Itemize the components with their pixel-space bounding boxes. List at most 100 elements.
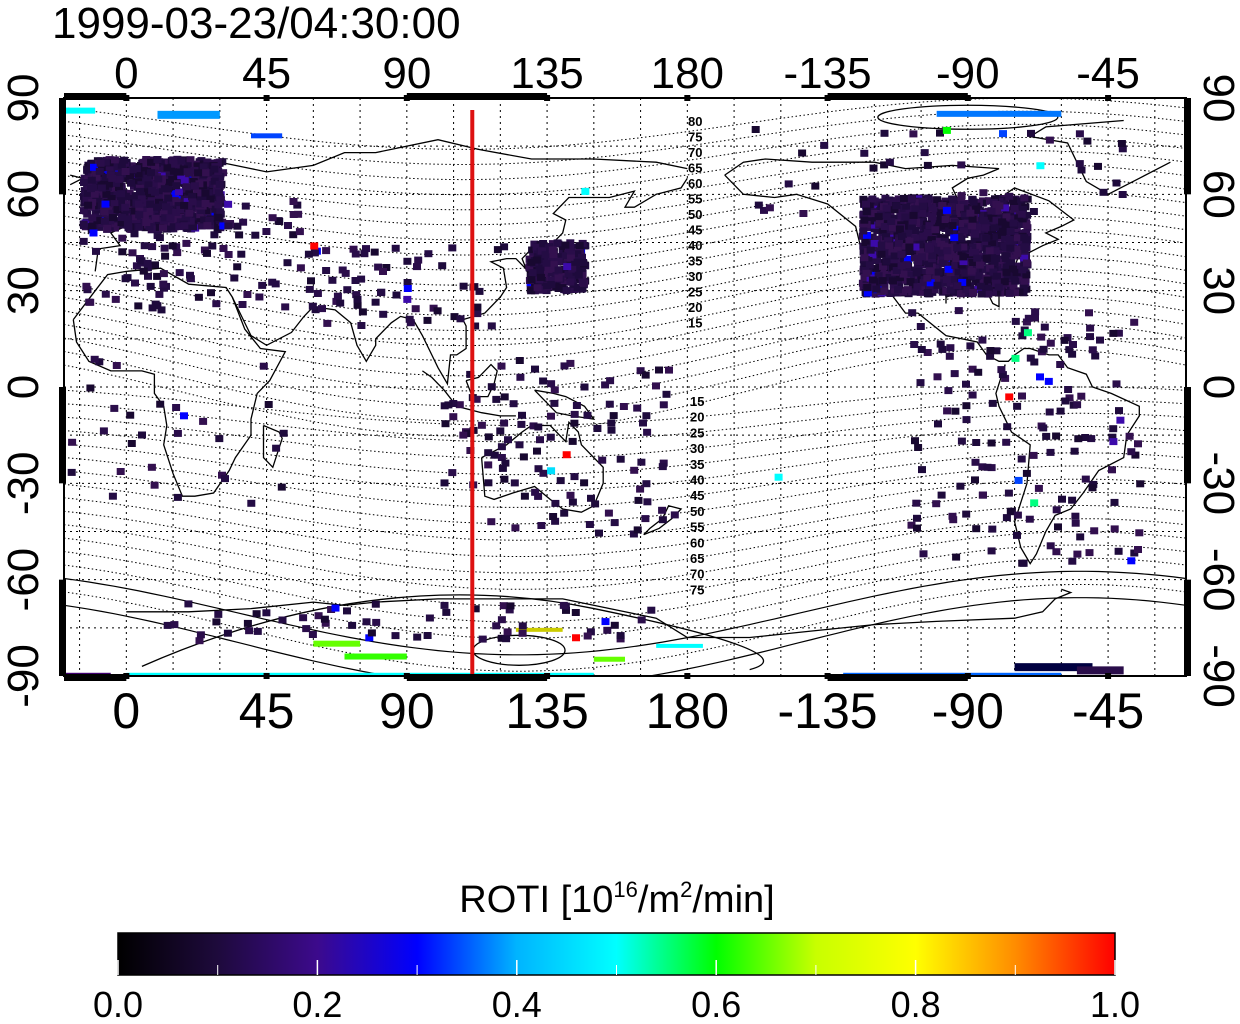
roti-pixel bbox=[1109, 438, 1118, 446]
roti-pixel bbox=[1085, 309, 1093, 317]
roti-pixel bbox=[906, 278, 915, 286]
roti-pixel bbox=[568, 265, 577, 273]
roti-pixel bbox=[861, 239, 870, 246]
roti-pixel bbox=[352, 291, 361, 299]
roti-pixel bbox=[942, 276, 951, 283]
bottom-axis-tick-label: 135 bbox=[505, 683, 588, 739]
roti-pixel bbox=[197, 222, 206, 230]
roti-pixel bbox=[652, 382, 660, 390]
roti-pixel bbox=[294, 210, 303, 218]
roti-pixel bbox=[1088, 346, 1097, 354]
roti-pixel bbox=[113, 206, 122, 214]
roti-pixel bbox=[504, 436, 512, 444]
roti-pixel bbox=[343, 286, 352, 294]
roti-pixel bbox=[978, 336, 987, 344]
roti-pixel bbox=[863, 284, 872, 291]
roti-pixel bbox=[570, 473, 579, 481]
roti-pixel bbox=[951, 261, 960, 269]
roti-pixel bbox=[968, 243, 977, 251]
roti-pixel bbox=[471, 605, 480, 613]
roti-pixel bbox=[210, 231, 219, 239]
roti-pixel bbox=[1075, 130, 1084, 138]
roti-pixel bbox=[113, 163, 122, 171]
roti-pixel bbox=[991, 247, 1000, 255]
north-contour bbox=[64, 123, 1186, 181]
roti-pixel bbox=[1004, 489, 1013, 497]
roti-pixel bbox=[1061, 397, 1070, 405]
roti-pixel bbox=[118, 234, 127, 242]
roti-pixel bbox=[259, 362, 268, 370]
roti-pixel bbox=[466, 370, 475, 378]
roti-pixel bbox=[175, 223, 184, 231]
roti-pixel bbox=[1068, 350, 1077, 358]
roti-pixel bbox=[917, 253, 926, 261]
roti-pixel bbox=[212, 618, 221, 626]
contour-label: 25 bbox=[690, 425, 704, 440]
roti-pixel bbox=[580, 479, 589, 487]
roti-pixel bbox=[606, 377, 615, 385]
roti-pixel bbox=[938, 279, 947, 287]
roti-pixel bbox=[971, 476, 979, 484]
roti-pixel bbox=[598, 456, 607, 464]
contour-label: 15 bbox=[688, 316, 702, 331]
roti-pixel bbox=[962, 416, 971, 424]
roti-pixel bbox=[1071, 519, 1080, 527]
bottom-axis: 0 45 90 135 180 -135 -90 -45 bbox=[112, 683, 1144, 739]
roti-pixel bbox=[449, 400, 458, 407]
right-axis-tick-label: -90 bbox=[1194, 644, 1240, 708]
roti-pixel bbox=[562, 287, 571, 295]
roti-pixel bbox=[506, 602, 515, 610]
roti-pixel bbox=[484, 449, 493, 457]
roti-pixel bbox=[937, 491, 946, 499]
roti-pixel bbox=[82, 196, 91, 204]
roti-pixel bbox=[862, 269, 871, 277]
colorbar-tick-label: 0.6 bbox=[691, 984, 741, 1024]
roti-pixel bbox=[539, 377, 548, 385]
roti-pixel bbox=[162, 169, 170, 177]
roti-pixel bbox=[320, 615, 329, 623]
roti-pixel bbox=[95, 358, 104, 366]
roti-pixel bbox=[1001, 204, 1010, 212]
roti-pixel bbox=[911, 243, 920, 251]
roti-pixel bbox=[994, 207, 1002, 215]
roti-pixel bbox=[529, 422, 538, 430]
roti-pixel bbox=[108, 174, 117, 182]
roti-pixel bbox=[367, 629, 376, 637]
north-contour bbox=[64, 321, 1186, 407]
roti-pixel bbox=[1027, 129, 1035, 137]
roti-pixel bbox=[999, 227, 1008, 235]
roti-pixel-accent bbox=[1036, 162, 1045, 170]
roti-pixel bbox=[308, 302, 317, 310]
roti-pixel bbox=[450, 313, 459, 321]
roti-pixel bbox=[1009, 265, 1018, 273]
roti-pixel bbox=[1022, 238, 1031, 246]
roti-pixel bbox=[140, 242, 149, 250]
roti-pixel bbox=[892, 202, 901, 210]
roti-pixel bbox=[572, 402, 581, 409]
roti-pixel bbox=[858, 232, 867, 240]
roti-pixel bbox=[1004, 231, 1013, 239]
roti-pixel bbox=[527, 258, 536, 266]
roti-pixel bbox=[391, 244, 400, 252]
roti-pixel bbox=[438, 262, 447, 270]
roti-pixel bbox=[305, 285, 314, 293]
roti-pixel bbox=[931, 226, 940, 234]
roti-pixel bbox=[440, 479, 449, 487]
roti-pixel bbox=[918, 466, 926, 474]
roti-pixel bbox=[241, 202, 250, 210]
roti-pixel bbox=[909, 130, 918, 138]
roti-pixel bbox=[607, 419, 616, 427]
contour-label: 65 bbox=[690, 551, 704, 566]
roti-pixel bbox=[1014, 214, 1023, 222]
roti-pixel bbox=[1064, 386, 1073, 393]
roti-pixel bbox=[215, 189, 224, 197]
south-contour bbox=[64, 426, 1186, 476]
roti-pixel bbox=[1039, 424, 1048, 432]
roti-pixel bbox=[995, 202, 1004, 210]
roti-pixel bbox=[441, 420, 450, 428]
roti-pixel bbox=[112, 179, 120, 187]
roti-pixel bbox=[1029, 451, 1038, 459]
roti-pixel bbox=[642, 480, 651, 488]
roti-pixel bbox=[972, 439, 981, 446]
top-axis-tick-label: 45 bbox=[242, 49, 291, 98]
